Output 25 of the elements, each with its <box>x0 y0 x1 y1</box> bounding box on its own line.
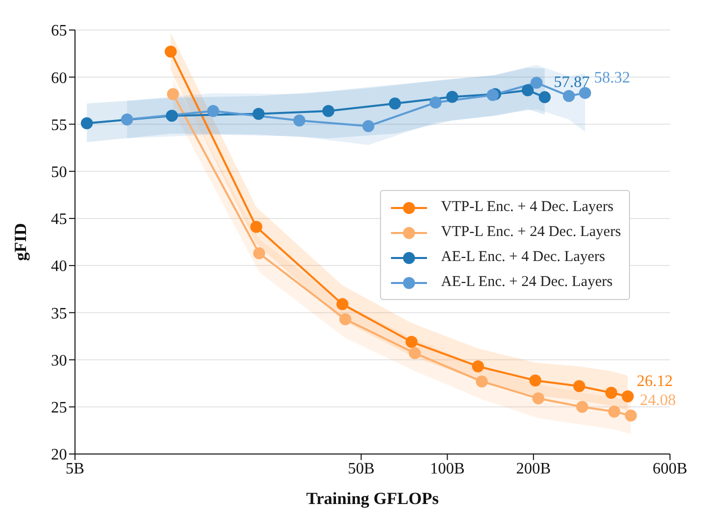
x-tick-label: 200B <box>516 460 551 478</box>
legend-label: VTP-L Enc. + 4 Dec. Layers <box>441 199 614 216</box>
y-tick-label: 55 <box>51 116 67 134</box>
legend-label: VTP-L Enc. + 24 Dec. Layers <box>441 224 621 241</box>
annotation: 24.08 <box>640 392 676 410</box>
x-axis-title: Training GFLOPs <box>306 489 440 508</box>
annotation: 58.32 <box>594 70 630 87</box>
y-tick-label: 60 <box>51 70 67 87</box>
y-tick-label: 35 <box>51 305 67 322</box>
y-tick-label: 25 <box>51 400 67 417</box>
annotation: 26.12 <box>636 373 673 390</box>
y-tick-label: 30 <box>51 352 67 370</box>
x-tick-label: 600B <box>652 460 688 478</box>
y-tick-label: 45 <box>51 211 67 228</box>
y-tick-label: 40 <box>51 258 67 276</box>
legend-label: AE-L Enc. + 4 Dec. Layers <box>441 249 606 266</box>
x-tick-label: 100B <box>430 460 465 478</box>
legend-label: AE-L Enc. + 24 Dec. Layers <box>441 274 613 291</box>
y-axis-title: gFID <box>11 223 30 261</box>
y-tick-label: 65 <box>51 22 67 40</box>
y-tick-label: 50 <box>51 164 67 182</box>
annotation: 57.87 <box>554 74 590 91</box>
x-tick-label: 5B <box>66 460 84 478</box>
y-tick-label: 20 <box>51 446 67 464</box>
x-tick-label: 50B <box>348 460 375 478</box>
